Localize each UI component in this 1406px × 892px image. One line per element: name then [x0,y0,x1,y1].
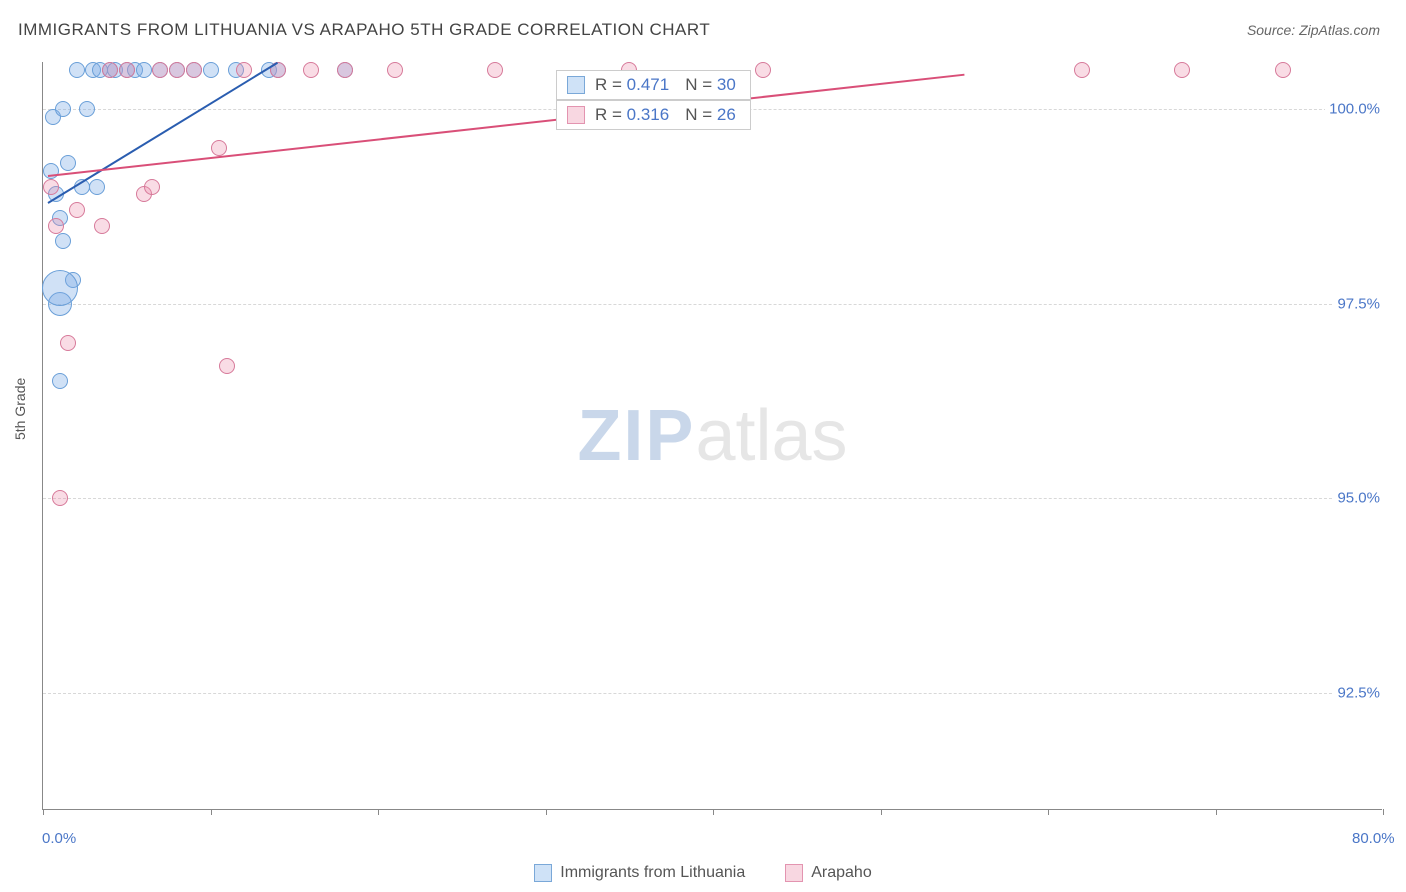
y-tick-label: 97.5% [1333,295,1384,312]
scatter-point [60,335,76,351]
stats-legend-row: R = 0.316 N = 26 [556,100,751,130]
scatter-point [152,62,168,78]
scatter-point [337,62,353,78]
stat-r-label: R = 0.316 [595,105,669,125]
legend-swatch-arapaho [785,864,803,882]
gridline [43,498,1382,499]
scatter-point [303,62,319,78]
scatter-point [60,155,76,171]
scatter-point [79,101,95,117]
scatter-point [69,62,85,78]
chart-title: IMMIGRANTS FROM LITHUANIA VS ARAPAHO 5TH… [18,20,710,40]
scatter-point [52,490,68,506]
scatter-point [1174,62,1190,78]
scatter-point [203,62,219,78]
x-tick-mark [546,809,547,815]
y-axis-label: 5th Grade [12,378,28,440]
scatter-point [42,270,78,306]
legend-swatch-lithuania [534,864,552,882]
x-tick-mark [713,809,714,815]
scatter-point [48,218,64,234]
trend-line [48,74,964,177]
x-tick-mark [1048,809,1049,815]
scatter-point [487,62,503,78]
scatter-point [236,62,252,78]
legend-swatch [567,106,585,124]
legend-label-arapaho: Arapaho [811,864,872,882]
trend-line [47,62,278,204]
stat-n-label: N = 26 [685,105,736,125]
x-tick-mark [43,809,44,815]
scatter-point [136,62,152,78]
legend-label-lithuania: Immigrants from Lithuania [560,864,745,882]
x-tick-mark [881,809,882,815]
source-label: Source: ZipAtlas.com [1247,22,1380,38]
watermark-atlas: atlas [695,396,847,476]
legend-item-lithuania: Immigrants from Lithuania [534,864,745,882]
scatter-point [43,163,59,179]
scatter-point [119,62,135,78]
scatter-point [211,140,227,156]
scatter-point [94,218,110,234]
scatter-point [43,179,59,195]
stats-legend-row: R = 0.471 N = 30 [556,70,751,100]
x-tick-mark [1383,809,1384,815]
scatter-point [69,202,85,218]
y-tick-label: 92.5% [1333,685,1384,702]
scatter-point [144,179,160,195]
plot-area: ZIPatlas 100.0% 97.5% 95.0% 92.5% R = 0.471 N… [42,62,1382,810]
gridline [43,693,1382,694]
gridline [43,304,1382,305]
scatter-point [55,101,71,117]
scatter-point [102,62,118,78]
stat-n-label: N = 30 [685,75,736,95]
y-tick-label: 95.0% [1333,490,1384,507]
scatter-point [186,62,202,78]
scatter-point [89,179,105,195]
scatter-point [169,62,185,78]
watermark-zip: ZIP [577,396,695,476]
legend-item-arapaho: Arapaho [785,864,872,882]
legend-swatch [567,76,585,94]
scatter-point [1275,62,1291,78]
bottom-legend: Immigrants from Lithuania Arapaho [0,864,1406,882]
x-tick-mark [211,809,212,815]
y-tick-label: 100.0% [1325,100,1384,117]
scatter-point [755,62,771,78]
watermark: ZIPatlas [577,395,847,477]
x-tick-mark [1216,809,1217,815]
scatter-point [52,373,68,389]
scatter-point [219,358,235,374]
scatter-point [55,233,71,249]
x-tick-mark [378,809,379,815]
scatter-point [1074,62,1090,78]
x-tick-label: 80.0% [1352,830,1395,847]
scatter-point [387,62,403,78]
stat-r-label: R = 0.471 [595,75,669,95]
x-tick-label: 0.0% [42,830,76,847]
